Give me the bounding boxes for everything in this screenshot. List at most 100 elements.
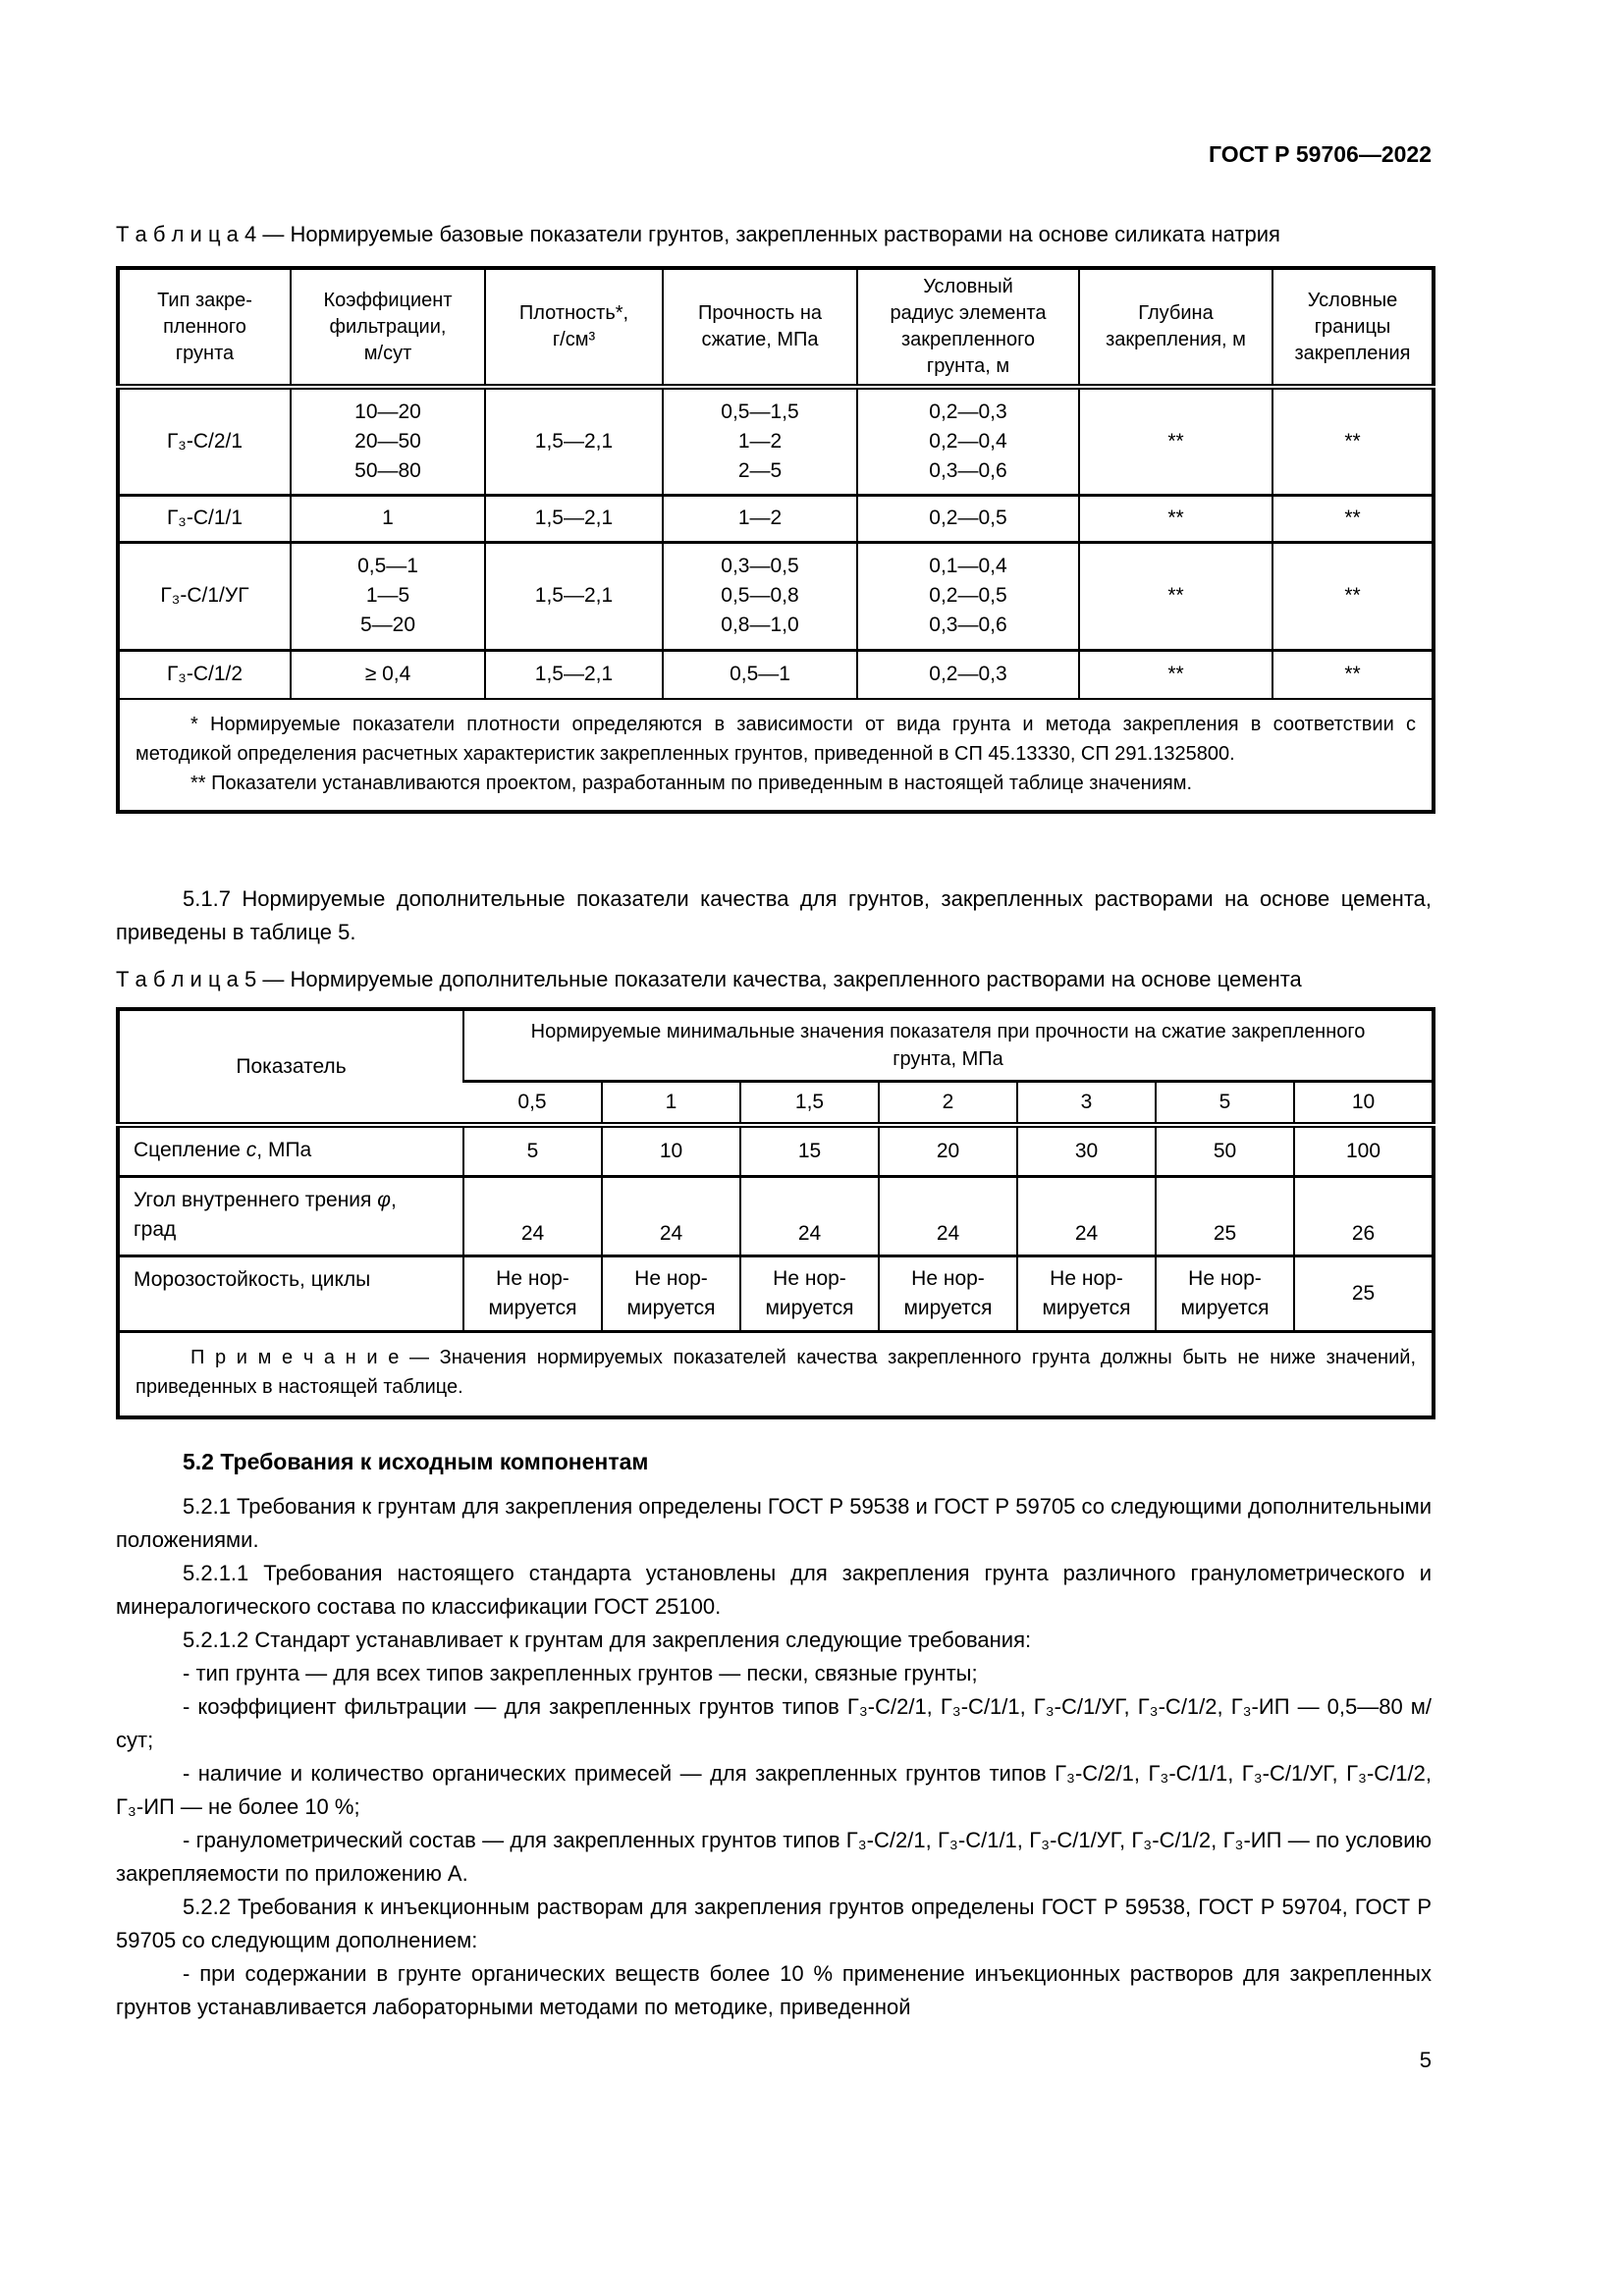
doc-header: ГОСТ Р 59706—2022 — [1209, 141, 1432, 167]
paragraph-5-1-7: 5.1.7 Нормируемые дополнительные показат… — [116, 886, 1432, 944]
table4-cell: 1 — [290, 493, 485, 542]
table5-cell: 30 — [1016, 1125, 1156, 1176]
table4-footnote: * Нормируемые показатели плотности опред… — [135, 714, 1416, 765]
table4-footnote-cell: * Нормируемые показатели плотности опред… — [118, 698, 1434, 812]
table5-cell: 24 — [739, 1174, 879, 1255]
table4-caption: Т а б л и ц а 4 — Нормируемые базовые по… — [116, 222, 1280, 246]
table5-subheader-cell: 10 — [1292, 1081, 1435, 1128]
table5-cell: Не нор- мируется — [739, 1254, 879, 1331]
table4-cell: 0,5—1 — [662, 648, 857, 699]
paragraph: - наличие и количество органических прим… — [116, 1760, 1432, 1819]
label-text: Угол внутреннего трения — [134, 1188, 378, 1211]
table5-cell: 50 — [1155, 1125, 1294, 1176]
table4-cell: 10—20 20—50 50—80 — [290, 387, 485, 495]
section-5-2-heading: 5.2 Требования к исходным компонентам — [183, 1448, 649, 1474]
table5-cell: Не нор- мируется — [878, 1254, 1017, 1331]
table4-cell: Г₃-С/1/УГ — [118, 540, 291, 650]
table4-cell: 1,5—2,1 — [484, 540, 663, 650]
table5: Показатель Нормируемые минимальные значе… — [116, 1007, 1436, 1419]
table4-cell: ** — [1272, 387, 1434, 495]
table5-cell: Не нор- мируется — [462, 1254, 602, 1331]
paragraph: 5.2.2 Требования к инъекционным раствора… — [116, 1894, 1432, 1952]
table5-row-label: Морозостойкость, циклы — [118, 1254, 463, 1331]
table4-cell: 0,2—0,3 — [856, 648, 1079, 699]
table5-cell: 24 — [878, 1174, 1017, 1255]
table5-cell: 25 — [1292, 1254, 1435, 1331]
table4-header-radius: Условный радиус элемента закрепленного г… — [856, 268, 1079, 390]
table5-row-cohesion: Сцепление с, МПа 5 10 15 20 30 50 100 — [118, 1125, 1435, 1176]
table4-cell: ** — [1272, 540, 1434, 650]
table4-header-row: Тип закре- пленного грунта Коэффициент ф… — [118, 268, 1434, 390]
table5-subheader-cell: 2 — [878, 1081, 1017, 1128]
page-number: 5 — [1419, 2047, 1432, 2072]
table4-header-density: Плотность*, г/см³ — [484, 268, 663, 390]
table5-cell: 10 — [601, 1125, 740, 1176]
table5-cell: 100 — [1292, 1125, 1435, 1176]
table5-note-row: П р и м е ч а н и е — Значения нормируем… — [118, 1329, 1435, 1417]
table4-footnote: ** Показатели устанавливаются проектом, … — [190, 773, 1193, 794]
paragraph: 5.2.1.1 Требования настоящего стандарта … — [116, 1560, 1432, 1619]
table4: Тип закре- пленного грунта Коэффициент ф… — [116, 266, 1435, 814]
table5-subheader-cell: 1 — [601, 1081, 740, 1128]
table4-cell: ** — [1078, 648, 1272, 699]
table4-header-depth: Глубина закрепления, м — [1078, 268, 1272, 390]
label-symbol: φ — [377, 1188, 391, 1211]
table5-cell: Не нор- мируется — [601, 1254, 740, 1331]
label-symbol: с — [245, 1139, 257, 1161]
table5-note: П р и м е ч а н и е — Значения нормируем… — [135, 1346, 1417, 1398]
table4-row: Г₃-С/2/1 10—20 20—50 50—80 1,5—2,1 0,5—1… — [118, 387, 1434, 495]
table4-cell: 0,1—0,4 0,2—0,5 0,3—0,6 — [856, 540, 1079, 650]
table5-note-cell: П р и м е ч а н и е — Значения нормируем… — [118, 1329, 1435, 1417]
label-text: , МПа — [256, 1139, 312, 1161]
table5-subheader-row: 0,5 1 1,5 2 3 5 10 — [118, 1081, 1435, 1128]
table5-cell: 24 — [601, 1174, 740, 1255]
table5-cell: 26 — [1292, 1174, 1435, 1255]
table4-header-type: Тип закре- пленного грунта — [118, 268, 291, 390]
table4-cell: Г₃-С/1/2 — [118, 648, 291, 699]
table4-row: Г₃-С/1/2 ≥ 0,4 1,5—2,1 0,5—1 0,2—0,3 ** … — [118, 648, 1434, 699]
paragraph: - коэффициент фильтрации — для закреплен… — [116, 1693, 1432, 1752]
table5-subheader-cell: 1,5 — [739, 1081, 879, 1128]
table4-cell: 0,2—0,3 0,2—0,4 0,3—0,6 — [856, 387, 1079, 495]
table5-subheader-cell: 5 — [1155, 1081, 1294, 1128]
paragraph: 5.2.1.2 Стандарт устанавливает к грунтам… — [183, 1627, 1032, 1652]
table5-cell: 5 — [462, 1125, 602, 1176]
table5-row-frost-resistance: Морозостойкость, циклы Не нор- мируется … — [118, 1254, 1435, 1331]
paragraph: - гранулометрический состав — для закреп… — [116, 1827, 1432, 1886]
paragraph: - при содержании в грунте органических в… — [116, 1960, 1432, 2019]
table4-row: Г₃-С/1/УГ 0,5—1 1—5 5—20 1,5—2,1 0,3—0,5… — [118, 540, 1434, 650]
table4-cell: 0,5—1 1—5 5—20 — [290, 540, 485, 650]
table4-cell: 1,5—2,1 — [484, 493, 663, 542]
table5-cell: 15 — [739, 1125, 879, 1176]
table4-cell: 0,3—0,5 0,5—0,8 0,8—1,0 — [662, 540, 857, 650]
table5-subheader-cell: 0,5 — [463, 1081, 602, 1128]
table5-row-label: Сцепление с, МПа — [118, 1125, 463, 1176]
table5-row-friction-angle: Угол внутреннего трения φ, град 24 24 24… — [118, 1174, 1435, 1255]
table4-cell: ** — [1078, 387, 1272, 495]
table4-cell: 1—2 — [662, 493, 857, 542]
table4-cell: 1,5—2,1 — [484, 648, 663, 699]
table4-header-strength: Прочность на сжатие, МПа — [662, 268, 857, 390]
table4-cell: 0,5—1,5 1—2 2—5 — [662, 387, 857, 495]
table4-cell: ** — [1272, 493, 1434, 542]
table4-footnote-row: * Нормируемые показатели плотности опред… — [118, 698, 1434, 812]
paragraph: - тип грунта — для всех типов закрепленн… — [183, 1660, 978, 1685]
paragraph: 5.2.1 Требования к грунтам для закреплен… — [116, 1493, 1432, 1552]
table5-cell: 20 — [878, 1125, 1017, 1176]
table4-header-filtration: Коэффициент фильтрации, м/сут — [290, 268, 485, 390]
table4-row: Г₃-С/1/1 1 1,5—2,1 1—2 0,2—0,5 ** ** — [118, 493, 1434, 542]
table5-row-label: Угол внутреннего трения φ, град — [118, 1174, 463, 1255]
table5-header-span: Нормируемые минимальные значения показат… — [461, 1009, 1435, 1083]
table4-cell: Г₃-С/1/1 — [118, 493, 291, 542]
table4-header-bounds: Условные границы закрепления — [1272, 268, 1434, 390]
label-text: , град — [134, 1188, 397, 1241]
table4-cell: 0,2—0,5 — [856, 493, 1079, 542]
table5-caption: Т а б л и ц а 5 — Нормируемые дополнител… — [116, 967, 1302, 991]
table4-cell: Г₃-С/2/1 — [166, 429, 244, 453]
label-text: Сцепление — [134, 1139, 246, 1161]
table5-cell: 24 — [1016, 1174, 1156, 1255]
table5-cell: 24 — [462, 1174, 602, 1255]
table5-cell: Не нор- мируется — [1155, 1254, 1294, 1331]
table5-header-pokazatel: Показатель — [118, 1009, 463, 1128]
